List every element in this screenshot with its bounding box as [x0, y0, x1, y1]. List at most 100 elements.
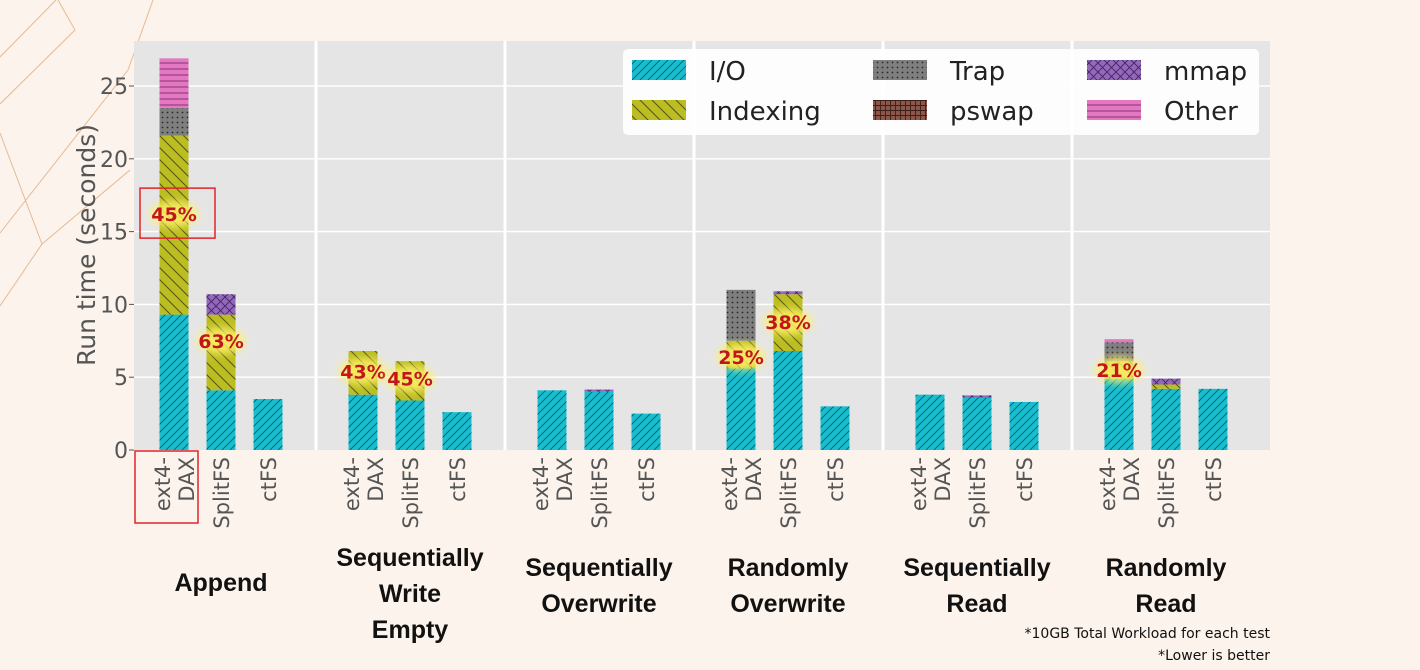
annotation-percent: 43% [340, 361, 385, 383]
y-tick-label: 20 [100, 148, 128, 173]
bar-segment-randomly-overwrite-splitfs-i-o [773, 350, 803, 450]
y-tick-label: 0 [114, 439, 128, 464]
annotation-percent: 45% [387, 369, 432, 391]
legend-swatch-indexing [632, 100, 686, 120]
bar-segment-sequentially-write-empty-ctfs-i-o [442, 412, 472, 450]
bar-segment-sequentially-read-ext4-dax-i-o [915, 394, 945, 450]
bar-segment-sequentially-read-ctfs-i-o [1009, 401, 1039, 450]
annotation-percent: 25% [718, 347, 763, 369]
bar-segment-append-ext4-dax-other [159, 58, 189, 108]
x-tick-label: DAX [1120, 457, 1144, 502]
background-decoration [0, 0, 154, 307]
group-label-sequentially-overwrite: Sequentially Overwrite [525, 554, 673, 618]
bar-segment-append-splitfs-i-o [206, 390, 236, 450]
x-tick-label: DAX [742, 457, 766, 502]
bar-segment-randomly-read-ctfs-i-o [1198, 388, 1228, 450]
x-tick-labels: ext4- DAX SplitFS ctFS ext4- DAX SplitFS ctFS ex… [134, 450, 1226, 529]
x-tick-label: SplitFS [399, 457, 423, 529]
bar-segment-randomly-read-splitfs-mmap [1151, 378, 1181, 385]
x-tick-label: SplitFS [966, 457, 990, 529]
bar-segment-randomly-overwrite-splitfs-mmap [773, 291, 803, 295]
x-tick-label: DAX [931, 457, 955, 502]
footnote-lower-better: *Lower is better [1158, 648, 1270, 664]
bar-segment-sequentially-overwrite-ext4-dax-i-o [537, 390, 567, 450]
annotation-glow [717, 343, 765, 370]
annotation-glow [339, 358, 387, 385]
highlight-box-annotation [139, 187, 216, 239]
y-axis: 0 5 10 15 20 25 Run time (seconds) [72, 75, 134, 464]
annotation-percent: 45% [151, 204, 196, 226]
x-tick-label: ext4- [1096, 457, 1120, 511]
bar-segment-append-ext4-dax-i-o [159, 314, 189, 450]
bar-segment-sequentially-read-splitfs-i-o [962, 397, 992, 450]
y-tick-label: 5 [114, 366, 128, 391]
legend-swatch-pswap [873, 100, 927, 120]
bar-segment-sequentially-read-splitfs-mmap [962, 395, 992, 398]
x-tick-label: ext4- [907, 457, 931, 511]
bar-segment-randomly-read-ext4-dax-trap [1104, 342, 1134, 362]
x-tick-label: ctFS [1202, 457, 1226, 502]
bar-segment-randomly-read-splitfs-i-o [1151, 388, 1181, 450]
annotation-glow [1095, 356, 1143, 383]
bar-segment-randomly-read-ext4-dax-other [1104, 339, 1134, 343]
bar-segment-sequentially-overwrite-splitfs-i-o [584, 391, 614, 450]
x-tick-label: SplitFS [1155, 457, 1179, 529]
legend-swatch-mmap [1087, 60, 1141, 80]
bars-layer [159, 58, 1228, 450]
bar-segment-sequentially-write-empty-splitfs-i-o [395, 400, 425, 450]
group-label-sequentially-read: Sequentially Read [903, 554, 1051, 618]
bar-segment-randomly-overwrite-ext4-dax-i-o [726, 368, 756, 450]
x-tick-label: DAX [175, 457, 199, 502]
bar-segment-randomly-read-ext4-dax-i-o [1104, 378, 1134, 450]
bar-segment-sequentially-write-empty-ext4-dax-i-o [348, 394, 378, 450]
group-label-append: Append [174, 569, 268, 597]
legend-label-indexing: Indexing [709, 97, 821, 127]
legend-label-other: Other [1164, 97, 1238, 127]
bar-segment-randomly-overwrite-ctfs-i-o [820, 406, 850, 450]
legend-swatch-other [1087, 100, 1141, 120]
bar-segment-append-splitfs-mmap [206, 294, 236, 315]
group-label-randomly-overwrite: Randomly Overwrite [727, 554, 849, 618]
legend-swatch-i-o [632, 60, 686, 80]
x-tick-label: ctFS [824, 457, 848, 502]
annotation-glow [150, 201, 198, 228]
y-tick-label: 10 [100, 293, 128, 318]
bar-segment-append-ctfs-i-o [253, 399, 283, 450]
annotation-percent: 63% [198, 331, 243, 353]
x-tick-label: SplitFS [588, 457, 612, 529]
y-tick-label: 25 [100, 75, 128, 100]
x-tick-label: ctFS [257, 457, 281, 502]
legend-label-pswap: pswap [950, 97, 1034, 127]
x-tick-label: SplitFS [777, 457, 801, 529]
annotation-glow [386, 365, 434, 392]
footnote-workload: *10GB Total Workload for each test [1024, 626, 1271, 642]
x-tick-label: ext4- [529, 457, 553, 511]
bar-segment-randomly-overwrite-ext4-dax-trap [726, 289, 756, 341]
bar-segment-append-ext4-dax-trap [159, 107, 189, 136]
x-tick-label: ctFS [1013, 457, 1037, 502]
x-tick-label: ext4- [718, 457, 742, 511]
legend-label-trap: Trap [949, 57, 1005, 87]
bar-segment-randomly-read-splitfs-indexing [1151, 384, 1181, 389]
y-tick-label: 15 [100, 221, 128, 246]
legend-swatch-trap [873, 60, 927, 80]
legend-label-i-o: I/O [709, 57, 746, 87]
group-label-randomly-read: Randomly Read [1105, 554, 1227, 618]
x-tick-label: ctFS [446, 457, 470, 502]
annotation-glow [764, 308, 812, 335]
annotation-glow [197, 327, 245, 354]
y-axis-label: Run time (seconds) [72, 124, 101, 366]
x-tick-label: SplitFS [210, 457, 234, 529]
group-label-sequentially-write-empty: Sequentially Write Empty [336, 544, 484, 644]
bar-segment-sequentially-overwrite-splitfs-mmap [584, 389, 614, 392]
x-tick-label: ctFS [635, 457, 659, 502]
x-tick-label: DAX [364, 457, 388, 502]
x-tick-label: ext4- [340, 457, 364, 511]
annotation-percent: 21% [1096, 360, 1141, 382]
bar-segment-sequentially-overwrite-ctfs-i-o [631, 413, 661, 450]
annotations-layer: 45%63%43% 45%25%38%21% [139, 187, 1143, 392]
x-tick-label: DAX [553, 457, 577, 502]
legend: I/O Trap mmap Indexing pswap Other [623, 49, 1259, 135]
annotation-percent: 38% [765, 312, 810, 334]
